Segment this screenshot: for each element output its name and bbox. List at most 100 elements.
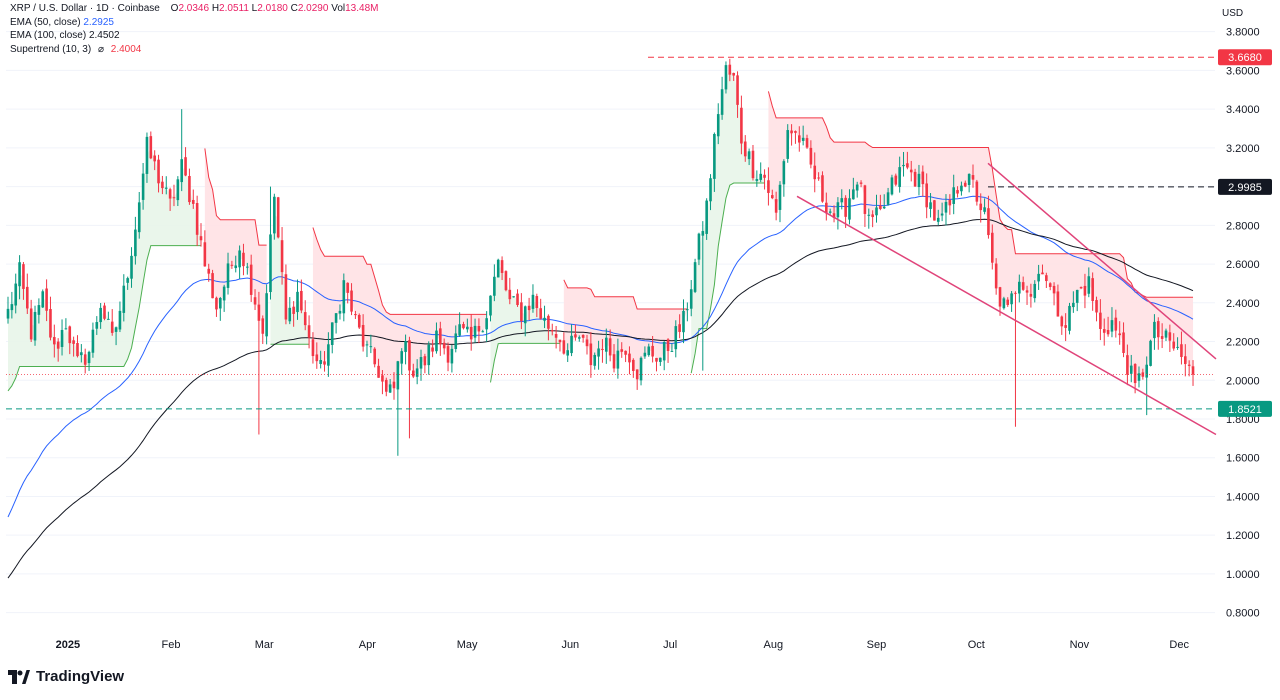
y-tick-label: 1.6000 bbox=[1226, 453, 1260, 465]
candle bbox=[273, 193, 276, 240]
candle-body bbox=[481, 331, 485, 333]
candle bbox=[1006, 297, 1010, 307]
candle bbox=[844, 195, 847, 228]
candle bbox=[176, 176, 180, 207]
candle bbox=[80, 344, 83, 363]
candle-body bbox=[1133, 363, 1137, 384]
candle bbox=[226, 252, 230, 295]
supertrend-label: Supertrend (10, 3) bbox=[10, 43, 92, 55]
symbol-title: XRP / U.S. Dollar · 1D · Coinbase bbox=[10, 3, 160, 14]
candle-body bbox=[601, 348, 604, 350]
candle-body bbox=[234, 265, 238, 269]
candle bbox=[523, 305, 527, 337]
candle bbox=[848, 189, 851, 225]
candle bbox=[431, 339, 434, 358]
candle-body bbox=[1064, 325, 1067, 328]
candle bbox=[284, 264, 288, 325]
candle bbox=[195, 195, 199, 246]
candle bbox=[60, 319, 64, 356]
candle bbox=[1172, 333, 1176, 351]
candle-body bbox=[485, 318, 488, 330]
candle-body bbox=[222, 286, 226, 301]
chart-legend: XRP / U.S. Dollar · 1D · Coinbase O2.034… bbox=[10, 2, 378, 56]
candle bbox=[967, 173, 971, 193]
candle-body bbox=[37, 305, 41, 315]
candle-body bbox=[87, 351, 91, 364]
price-badge: 1.8521 bbox=[1218, 400, 1272, 417]
candle-body bbox=[1184, 356, 1187, 365]
supertrend-row[interactable]: Supertrend (10, 3) ⌀ 2.4004 bbox=[10, 43, 378, 57]
candle bbox=[879, 194, 882, 211]
candle-body bbox=[740, 107, 743, 144]
candle-body bbox=[979, 203, 983, 211]
candle bbox=[253, 289, 257, 311]
candle-body bbox=[60, 329, 64, 347]
candle-body bbox=[415, 368, 419, 377]
candle bbox=[1164, 328, 1168, 342]
candle bbox=[249, 254, 253, 302]
ema50-row[interactable]: EMA (50, close) 2.2925 bbox=[10, 16, 378, 30]
candle-body bbox=[921, 171, 925, 185]
candle bbox=[29, 299, 33, 342]
candle-body bbox=[809, 147, 813, 165]
candle-body bbox=[242, 252, 245, 267]
candle bbox=[774, 191, 778, 221]
candle-body bbox=[1137, 373, 1141, 381]
candle-body bbox=[871, 214, 874, 218]
candle bbox=[1137, 366, 1141, 388]
candle-body bbox=[168, 189, 172, 199]
candle-body bbox=[1041, 272, 1044, 275]
supertrend-down-fill bbox=[312, 227, 487, 389]
candle-body bbox=[22, 264, 25, 289]
ema100-line bbox=[7, 218, 1194, 579]
candle bbox=[871, 210, 874, 228]
candle-body bbox=[840, 198, 844, 203]
candle bbox=[1045, 272, 1048, 289]
x-tick-label: Aug bbox=[763, 639, 783, 651]
candle bbox=[805, 134, 809, 149]
candle-body bbox=[558, 339, 562, 343]
candle-body bbox=[1168, 332, 1172, 341]
candle bbox=[10, 291, 14, 319]
candle-body bbox=[419, 357, 423, 369]
candle-body bbox=[767, 180, 770, 193]
candle bbox=[682, 299, 685, 344]
candle-body bbox=[477, 325, 481, 332]
candle bbox=[1018, 274, 1021, 303]
candle bbox=[867, 208, 871, 229]
candle bbox=[164, 176, 168, 195]
tradingview-logo[interactable]: TradingView bbox=[8, 668, 124, 685]
candle-body bbox=[338, 310, 342, 314]
candle bbox=[639, 356, 643, 386]
candle-body bbox=[319, 360, 322, 364]
candle-body bbox=[998, 287, 1002, 307]
candle-body bbox=[219, 298, 222, 309]
y-tick-label: 3.4000 bbox=[1226, 104, 1260, 116]
candle-body bbox=[350, 290, 353, 312]
candle bbox=[157, 154, 160, 193]
candle-body bbox=[566, 350, 569, 356]
candle bbox=[454, 325, 458, 353]
candle bbox=[473, 318, 477, 343]
ema100-row[interactable]: EMA (100, close) 2.4502 bbox=[10, 29, 378, 43]
candle bbox=[1168, 324, 1172, 352]
candle-body bbox=[670, 350, 674, 352]
candle-body bbox=[130, 255, 133, 279]
candle bbox=[767, 167, 770, 206]
candle bbox=[798, 126, 801, 152]
candle-body bbox=[439, 328, 442, 345]
candle-body bbox=[956, 190, 959, 194]
candle bbox=[670, 343, 674, 352]
candle-body bbox=[585, 339, 589, 347]
candle-body bbox=[211, 273, 214, 299]
candle bbox=[493, 264, 496, 302]
candle bbox=[975, 179, 979, 206]
candle bbox=[994, 258, 998, 295]
ema50-value: 2.2925 bbox=[83, 16, 114, 28]
candle-body bbox=[624, 350, 627, 355]
low-label: L bbox=[251, 3, 258, 14]
candle bbox=[439, 321, 442, 356]
y-tick-label: 2.8000 bbox=[1226, 220, 1260, 232]
candle-body bbox=[952, 187, 955, 204]
